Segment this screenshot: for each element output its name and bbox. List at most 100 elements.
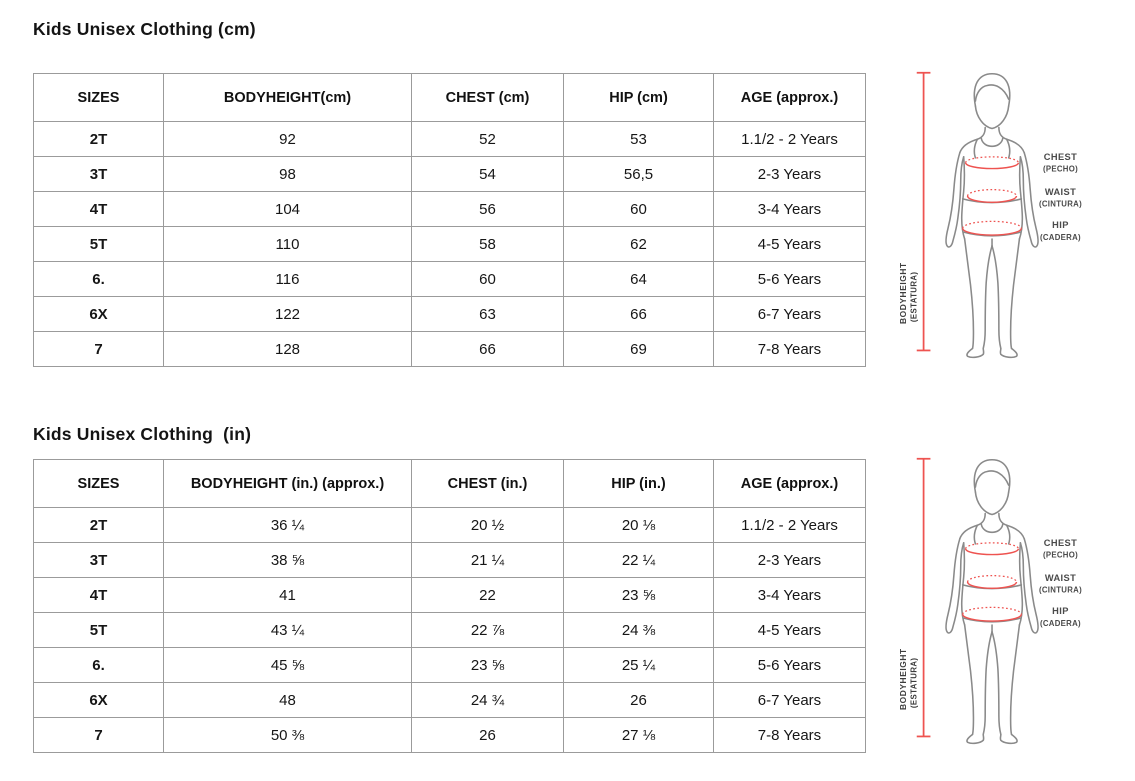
column-header: BODYHEIGHT (in.) (approx.)	[163, 459, 412, 508]
chest-label: CHEST	[1044, 152, 1077, 162]
size-table-in: SIZES BODYHEIGHT (in.) (approx.) CHEST (in…	[33, 459, 866, 753]
value-cell: 62	[563, 226, 714, 262]
column-header: HIP (cm)	[563, 73, 714, 122]
body-figure-illustration	[945, 458, 1039, 745]
value-cell: 25 ¼	[563, 647, 714, 683]
value-cell: 23 ⅝	[563, 577, 714, 613]
value-cell: 1.1/2 - 2 Years	[713, 121, 866, 157]
value-cell: 2-3 Years	[713, 156, 866, 192]
waist-sublabel: (CINTURA)	[1039, 586, 1082, 595]
table-row: 2T 92 52 53 1.1/2 - 2 Years	[33, 121, 866, 157]
value-cell: 66	[411, 331, 564, 367]
value-cell: 98	[163, 156, 412, 192]
value-cell: 4-5 Years	[713, 226, 866, 262]
value-cell: 45 ⅝	[163, 647, 412, 683]
table-row: 4T 41 22 23 ⅝ 3-4 Years	[33, 577, 866, 613]
table-row: 3T 98 54 56,5 2-3 Years	[33, 156, 866, 192]
value-cell: 63	[411, 296, 564, 332]
value-cell: 24 ¾	[411, 682, 564, 718]
value-cell: 64	[563, 261, 714, 297]
hip-sublabel: (CADERA)	[1040, 233, 1081, 242]
value-cell: 128	[163, 331, 412, 367]
size-cell: 5T	[33, 226, 164, 262]
value-cell: 104	[163, 191, 412, 227]
hip-measure-line	[961, 220, 1023, 236]
bodyheight-sublabel: (ESTATURA)	[910, 272, 919, 323]
size-cell: 6X	[33, 682, 164, 718]
hip-label: HIP	[1052, 606, 1069, 616]
column-header: AGE (approx.)	[713, 459, 866, 508]
value-cell: 41	[163, 577, 412, 613]
size-cell: 5T	[33, 612, 164, 648]
height-measure-line	[916, 71, 931, 352]
value-cell: 110	[163, 226, 412, 262]
value-cell: 20 ⅛	[563, 507, 714, 543]
hip-sublabel: (CADERA)	[1040, 619, 1081, 628]
table-row: 6. 45 ⅝ 23 ⅝ 25 ¼ 5-6 Years	[33, 647, 866, 683]
value-cell: 26	[563, 682, 714, 718]
value-cell: 22 ⅞	[411, 612, 564, 648]
value-cell: 36 ¼	[163, 507, 412, 543]
value-cell: 56,5	[563, 156, 714, 192]
chest-label: CHEST	[1044, 538, 1077, 548]
table-row: 2T 36 ¼ 20 ½ 20 ⅛ 1.1/2 - 2 Years	[33, 507, 866, 543]
column-header: CHEST (in.)	[411, 459, 564, 508]
table-row: 5T 110 58 62 4-5 Years	[33, 226, 866, 262]
value-cell: 38 ⅝	[163, 542, 412, 578]
table-row: 3T 38 ⅝ 21 ¼ 22 ¼ 2-3 Years	[33, 542, 866, 578]
waist-label: WAIST	[1045, 573, 1076, 583]
waist-measure-line	[966, 188, 1018, 204]
section-title-in: Kids Unisex Clothing (in)	[33, 424, 252, 444]
value-cell: 1.1/2 - 2 Years	[713, 507, 866, 543]
column-header: SIZES	[33, 73, 164, 122]
value-cell: 22	[411, 577, 564, 613]
size-cell: 3T	[33, 542, 164, 578]
size-cell: 4T	[33, 577, 164, 613]
value-cell: 3-4 Years	[713, 577, 866, 613]
value-cell: 122	[163, 296, 412, 332]
table-row: 6X 48 24 ¾ 26 6-7 Years	[33, 682, 866, 718]
table-row: 7 128 66 69 7-8 Years	[33, 331, 866, 367]
body-figure-illustration	[945, 72, 1039, 359]
size-table-cm: SIZES BODYHEIGHT(cm) CHEST (cm) HIP (cm) AGE…	[33, 73, 866, 367]
value-cell: 6-7 Years	[713, 682, 866, 718]
hip-label: HIP	[1052, 220, 1069, 230]
size-cell: 4T	[33, 191, 164, 227]
value-cell: 60	[563, 191, 714, 227]
size-cell: 2T	[33, 121, 164, 157]
value-cell: 54	[411, 156, 564, 192]
waist-sublabel: (CINTURA)	[1039, 200, 1082, 209]
value-cell: 92	[163, 121, 412, 157]
value-cell: 7-8 Years	[713, 717, 866, 753]
size-cell: 6X	[33, 296, 164, 332]
value-cell: 3-4 Years	[713, 191, 866, 227]
value-cell: 60	[411, 261, 564, 297]
column-header: HIP (in.)	[563, 459, 714, 508]
bodyheight-label: BODYHEIGHT	[898, 262, 908, 324]
value-cell: 48	[163, 682, 412, 718]
value-cell: 6-7 Years	[713, 296, 866, 332]
body-measurement-diagram-cm: BODYHEIGHT (ESTATURA)	[898, 71, 1082, 359]
value-cell: 53	[563, 121, 714, 157]
value-cell: 4-5 Years	[713, 612, 866, 648]
hip-measure-line	[961, 606, 1023, 622]
value-cell: 22 ¼	[563, 542, 714, 578]
bodyheight-label: BODYHEIGHT	[898, 648, 908, 710]
size-cell: 7	[33, 717, 164, 753]
value-cell: 66	[563, 296, 714, 332]
size-cell: 3T	[33, 156, 164, 192]
header-row: SIZES BODYHEIGHT(cm) CHEST (cm) HIP (cm) AGE…	[33, 73, 866, 122]
column-header: CHEST (cm)	[411, 73, 564, 122]
table-row: 5T 43 ¼ 22 ⅞ 24 ⅜ 4-5 Years	[33, 612, 866, 648]
value-cell: 52	[411, 121, 564, 157]
header-row: SIZES BODYHEIGHT (in.) (approx.) CHEST (in…	[33, 459, 866, 508]
bodyheight-sublabel: (ESTATURA)	[910, 658, 919, 709]
body-measurement-diagram-in: BODYHEIGHT (ESTATURA)	[898, 457, 1082, 745]
waist-measure-line	[966, 574, 1018, 590]
waist-label: WAIST	[1045, 187, 1076, 197]
size-cell: 6.	[33, 261, 164, 297]
table-row: 4T 104 56 60 3-4 Years	[33, 191, 866, 227]
value-cell: 21 ¼	[411, 542, 564, 578]
value-cell: 116	[163, 261, 412, 297]
value-cell: 24 ⅜	[563, 612, 714, 648]
